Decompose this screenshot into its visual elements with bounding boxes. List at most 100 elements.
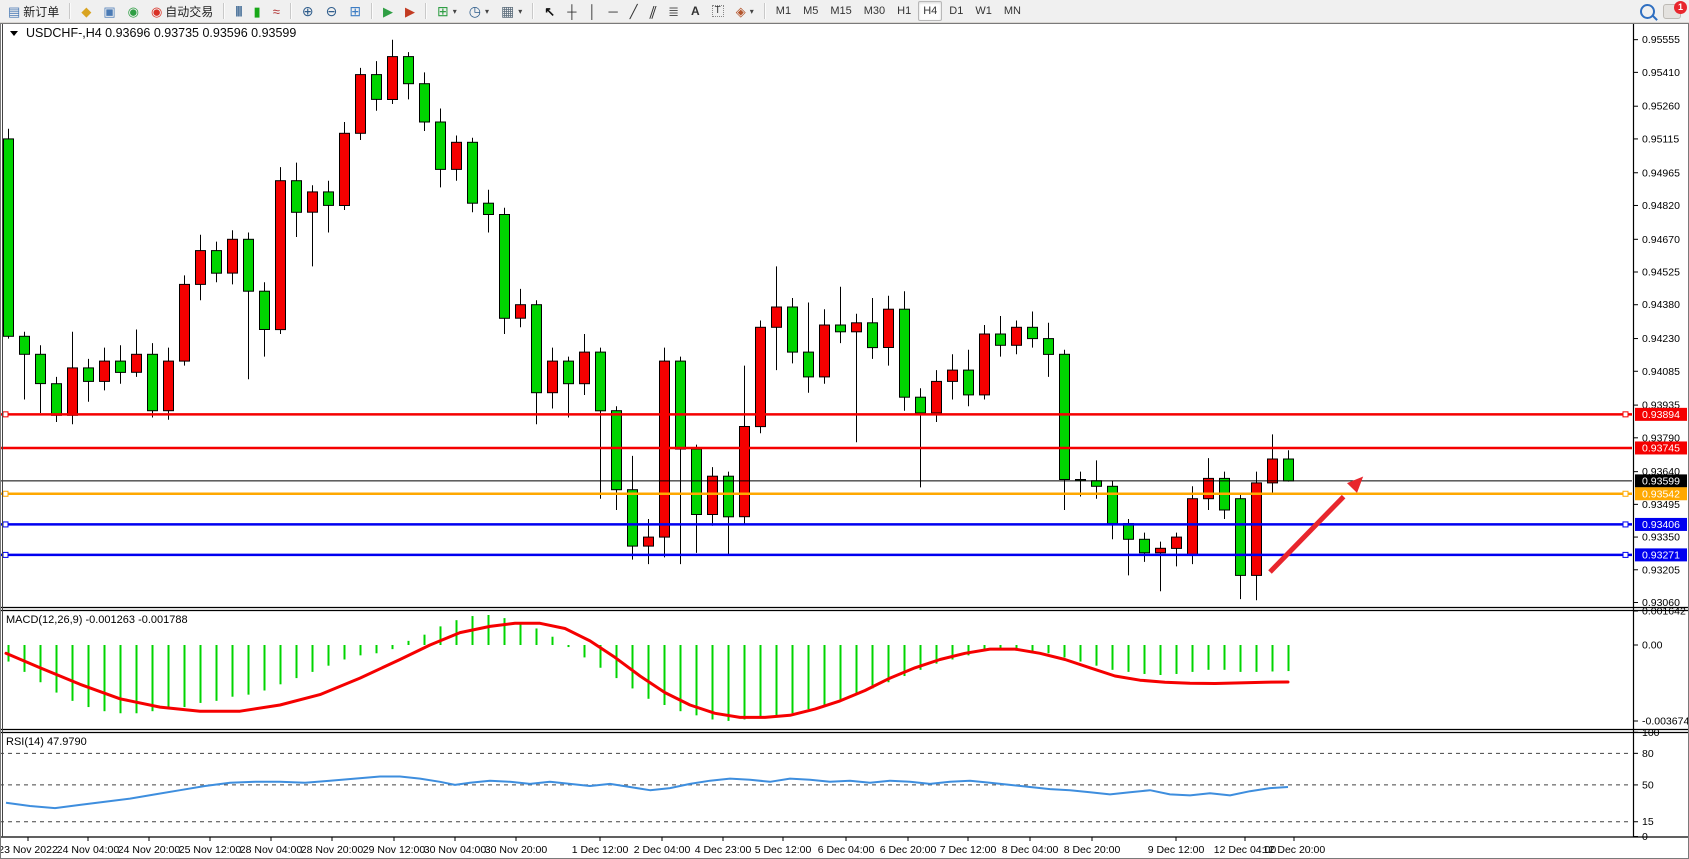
periods-button[interactable]: ◷ ▾ — [464, 1, 494, 21]
chevron-down-icon[interactable]: ▾ — [518, 6, 523, 16]
candle — [147, 353, 158, 412]
crosshair-tool[interactable]: ┼ — [562, 1, 581, 21]
zoom-out-button[interactable]: ⊖ — [321, 1, 343, 21]
hline-anchor[interactable] — [1622, 490, 1629, 497]
bar-chart-button[interactable]: ||| — [230, 1, 246, 21]
timeframe-m5[interactable]: M5 — [798, 1, 823, 21]
timeframe-h1[interactable]: H1 — [892, 1, 916, 21]
pane-splitter[interactable] — [0, 730, 1689, 733]
price-tick-label: 0.95115 — [1642, 133, 1679, 145]
new-order-icon: ▤ — [8, 3, 21, 19]
signals-button[interactable]: ◉ — [123, 1, 144, 21]
text-tool[interactable]: A — [686, 1, 705, 21]
zoom-in-button[interactable]: ⊕ — [297, 1, 319, 21]
chart-window[interactable]: 0.95555 0.95410 0.95260 0.95115 0.94965 0.948… — [0, 23, 1689, 859]
timeframe-m30[interactable]: M30 — [859, 1, 890, 21]
timeframe-h1-label: H1 — [897, 5, 912, 17]
signal-icon: ◉ — [127, 3, 139, 19]
trendline-tool[interactable]: ╱ — [625, 1, 643, 21]
toolbar-separator — [425, 3, 428, 19]
autotrading-button[interactable]: ◉ 自动交易 — [146, 1, 218, 21]
candle — [1267, 458, 1278, 484]
candle — [291, 180, 302, 213]
candle — [771, 306, 782, 328]
search-icon[interactable] — [1640, 3, 1655, 19]
symbol-dropdown-icon[interactable] — [10, 31, 18, 36]
candle — [851, 322, 862, 333]
candle — [1011, 326, 1022, 346]
new-chart-icon: ⊞ — [437, 3, 449, 19]
candle — [1155, 547, 1166, 554]
chart-title: USDCHF-,H4 0.93696 0.93735 0.93596 0.935… — [26, 26, 296, 40]
candle — [1187, 498, 1198, 556]
line-chart-button[interactable]: ≈ — [268, 1, 285, 21]
timeframe-m1[interactable]: M1 — [771, 1, 796, 21]
vertical-line-tool[interactable]: │ — [583, 1, 601, 21]
timeframe-d1[interactable]: D1 — [944, 1, 968, 21]
price-badge-label: 0.93894 — [1642, 409, 1680, 421]
rsi-tick-label: 50 — [1642, 779, 1654, 791]
fibonacci-tool[interactable]: ≣ — [663, 1, 684, 21]
toolbar-separator — [223, 3, 226, 19]
arrows-tool[interactable]: ◈ ▾ — [731, 1, 759, 21]
hline-anchor[interactable] — [1622, 551, 1629, 558]
price-tick-label: 0.95260 — [1642, 101, 1680, 113]
time-tick-label: 6 Dec 04:00 — [818, 844, 875, 856]
chart-shift-button[interactable]: ▶ — [378, 1, 398, 21]
trend-arrow-annotation[interactable] — [1268, 472, 1368, 574]
candlestick-chart-button[interactable]: ▮ — [249, 1, 266, 21]
pane-splitter[interactable] — [0, 608, 1689, 611]
new-chart-button[interactable]: ⊞ ▾ — [432, 1, 462, 21]
time-tick-label: 12 Dec 04:00 — [1214, 844, 1277, 856]
candle — [99, 360, 110, 382]
horizontal-line-tool[interactable]: ─ — [604, 1, 623, 21]
candle — [1251, 482, 1262, 576]
chart-background[interactable] — [0, 23, 1689, 859]
fibo-icon: ≣ — [668, 3, 679, 19]
notifications-button[interactable]: 1 — [1663, 0, 1687, 19]
new-order-button[interactable]: ▤ 新订单 — [3, 1, 64, 21]
candle — [115, 360, 126, 373]
cursor-tool[interactable]: ↖ — [539, 1, 560, 21]
candle — [611, 410, 622, 491]
chevron-down-icon[interactable]: ▾ — [452, 6, 457, 16]
candle — [627, 489, 638, 547]
candle — [563, 360, 574, 385]
candle — [1043, 338, 1054, 355]
hline-anchor[interactable] — [1622, 411, 1629, 418]
terminal-button[interactable]: ▣ — [98, 1, 120, 21]
time-tick-label: 12 Dec 20:00 — [1263, 844, 1326, 856]
timeframe-h4[interactable]: H4 — [918, 1, 943, 21]
tile-windows-button[interactable]: ⊞ — [344, 1, 366, 21]
price-tick-label: 0.94965 — [1642, 167, 1680, 179]
chart-autoscroll-button[interactable]: ▶ — [400, 1, 420, 21]
profiles-button[interactable]: ◆ — [76, 1, 96, 21]
toolbar-separator — [289, 3, 292, 19]
candle — [371, 74, 382, 100]
hline-anchor[interactable] — [2, 411, 9, 418]
templates-button[interactable]: ▦ ▾ — [496, 1, 527, 21]
candle — [435, 121, 446, 170]
hline-anchor[interactable] — [2, 490, 9, 497]
candle — [307, 191, 318, 213]
timeframe-mn[interactable]: MN — [999, 1, 1026, 21]
candle — [547, 360, 558, 394]
timeframe-w1[interactable]: W1 — [970, 1, 997, 21]
candle — [803, 351, 814, 378]
hline-anchor[interactable] — [1622, 521, 1629, 528]
candle — [915, 396, 926, 414]
chevron-down-icon[interactable]: ▾ — [485, 6, 490, 16]
autotrade-icon: ◉ — [150, 3, 163, 19]
candle — [931, 380, 942, 414]
chevron-down-icon[interactable]: ▾ — [749, 6, 754, 16]
timeframe-m15[interactable]: M15 — [825, 1, 856, 21]
vline-icon: │ — [588, 3, 597, 19]
candle — [739, 426, 750, 518]
candle — [643, 536, 654, 547]
text-label-tool[interactable]: T — [707, 1, 729, 21]
hline-anchor[interactable] — [2, 551, 9, 558]
hline-anchor[interactable] — [2, 521, 9, 528]
timeframe-h4-label: H4 — [923, 5, 938, 17]
equidistant-channel-tool[interactable]: ∥ — [645, 1, 662, 21]
